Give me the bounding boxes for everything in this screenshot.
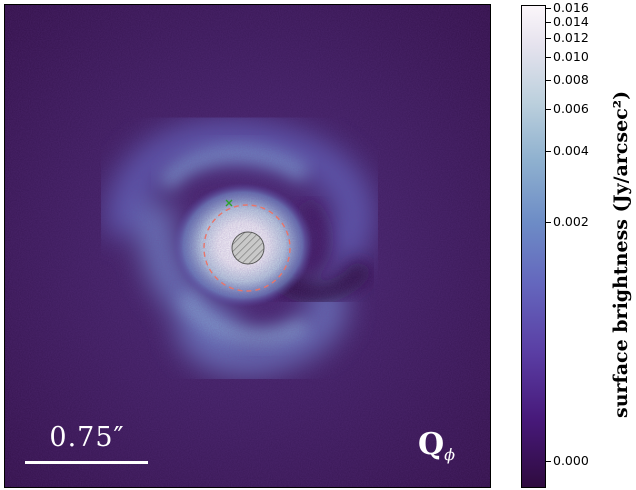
colorbar-tick-label: 0.006 xyxy=(553,101,589,117)
colorbar-tick xyxy=(546,109,551,111)
colorbar-tick-label: 0.012 xyxy=(553,29,589,45)
colorbar-tick xyxy=(546,79,551,81)
stokes-subscript: ϕ xyxy=(444,445,456,464)
reference-circle xyxy=(203,204,291,292)
colorbar xyxy=(521,5,546,488)
stokes-main: Q xyxy=(418,427,445,462)
colorbar-tick-label: 0.002 xyxy=(553,213,589,229)
image-panel xyxy=(4,4,491,488)
disk-image xyxy=(5,5,490,487)
stokes-parameter-label: Qϕ xyxy=(418,427,455,464)
colorbar-tick-label: 0.016 xyxy=(553,0,589,15)
coronagraph-mask xyxy=(231,231,265,265)
scale-bar-label: 0.75″ xyxy=(49,422,125,453)
point-marker xyxy=(225,199,233,207)
colorbar-tick xyxy=(546,151,551,153)
colorbar-tick xyxy=(546,221,551,223)
colorbar-title: surface brightness (Jy/arcsec²) xyxy=(610,90,632,418)
colorbar-tick xyxy=(546,37,551,39)
colorbar-tick-label: 0.010 xyxy=(553,48,589,64)
colorbar-tick xyxy=(546,21,551,23)
colorbar-tick-label: 0.014 xyxy=(553,13,589,29)
colorbar-tick xyxy=(546,56,551,58)
colorbar-tick-label: 0.004 xyxy=(553,143,589,159)
colorbar-tick-label: 0.000 xyxy=(553,453,589,468)
colorbar-tick xyxy=(546,461,551,462)
colorbar-tick-label: 0.008 xyxy=(553,71,589,87)
scale-bar xyxy=(25,461,148,464)
colorbar-tick xyxy=(546,8,551,9)
